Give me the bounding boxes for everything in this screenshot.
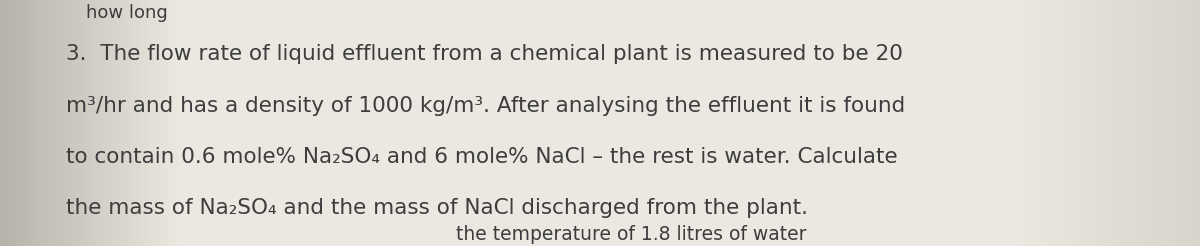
Text: the temperature of 1.8 litres of water: the temperature of 1.8 litres of water — [456, 225, 806, 244]
Text: 3.  The flow rate of liquid effluent from a chemical plant is measured to be 20: 3. The flow rate of liquid effluent from… — [66, 44, 902, 64]
Text: to contain 0.6 mole% Na₂SO₄ and 6 mole% NaCl – the rest is water. Calculate: to contain 0.6 mole% Na₂SO₄ and 6 mole% … — [66, 147, 898, 168]
Text: the mass of Na₂SO₄ and the mass of NaCl discharged from the plant.: the mass of Na₂SO₄ and the mass of NaCl … — [66, 198, 808, 218]
Text: how long: how long — [86, 4, 168, 22]
Text: m³/hr and has a density of 1000 kg/m³. After analysing the effluent it is found: m³/hr and has a density of 1000 kg/m³. A… — [66, 96, 905, 116]
